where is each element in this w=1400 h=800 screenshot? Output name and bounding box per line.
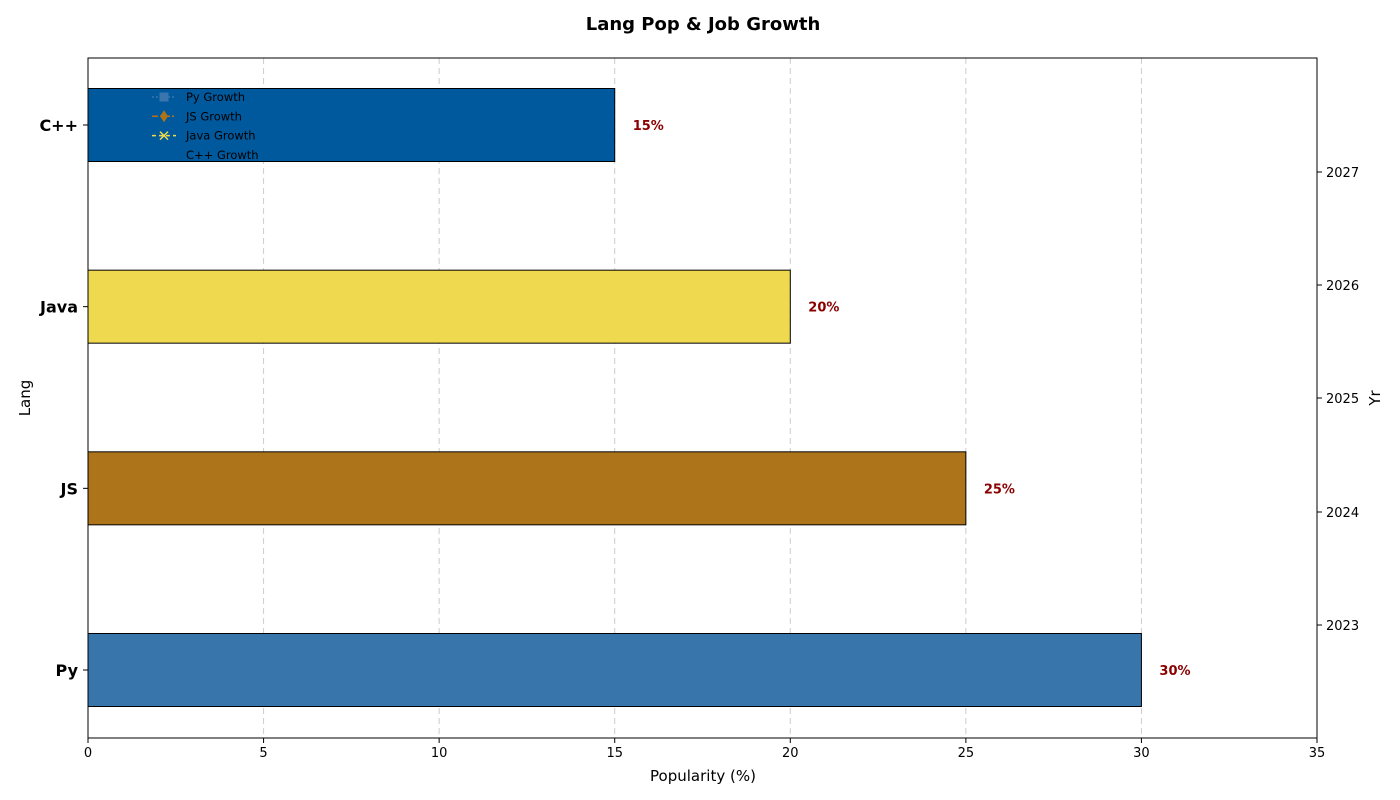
x-tick-label: 10 (431, 746, 448, 761)
x-tick-label: 25 (958, 746, 975, 761)
x-tick-label: 20 (782, 746, 799, 761)
y2-tick-label: 2025 (1326, 392, 1359, 407)
x-tick-label: 30 (1133, 746, 1150, 761)
bar-py (87, 633, 1142, 707)
value-label: 15% (633, 119, 664, 134)
x-tick-label: 0 (84, 746, 92, 761)
x-axis-ticks: 0 5 10 15 20 25 30 35 (84, 738, 1325, 761)
bar-cpp (87, 88, 616, 162)
bar-js (87, 451, 967, 526)
y2-tick-label: 2027 (1326, 166, 1359, 181)
x-tick-label: 15 (606, 746, 623, 761)
legend-label: Py Growth (186, 90, 245, 104)
x-tick-label: 35 (1309, 746, 1326, 761)
legend-entry: JS Growth (152, 109, 242, 123)
value-labels: 30% 25% 20% 15% (633, 119, 1191, 679)
legend-diamond-marker (160, 110, 168, 123)
bars (87, 88, 1142, 707)
chart-title: Lang Pop & Job Growth (586, 14, 821, 35)
y-tick-label: Java (39, 298, 78, 317)
secondary-y-axis-ticks: 2023 2024 2025 2026 2027 (1317, 166, 1359, 634)
legend-entry: Py Growth (152, 90, 245, 104)
y-tick-label: JS (60, 479, 78, 498)
legend-label: C++ Growth (186, 148, 259, 162)
x-gridlines (263, 58, 1142, 738)
legend-label: Java Growth (185, 129, 256, 143)
value-label: 25% (984, 482, 1015, 497)
y-tick-label: C++ (39, 116, 78, 135)
legend-square-marker (159, 92, 169, 102)
y-tick-label: Py (56, 661, 79, 680)
legend: Py Growth JS Growth Java Growth C++ Growth (152, 90, 259, 162)
legend-x-marker (159, 131, 169, 141)
secondary-y-axis-label: Yr (1366, 390, 1384, 407)
value-label: 30% (1159, 664, 1190, 679)
y2-tick-label: 2026 (1326, 279, 1359, 294)
bar-java (87, 269, 791, 344)
y-axis-ticks: Py JS Java C++ (39, 116, 88, 680)
x-axis-label: Popularity (%) (650, 767, 756, 785)
x-tick-label: 5 (259, 746, 267, 761)
legend-entry: Java Growth (152, 129, 256, 143)
y-axis-label: Lang (16, 380, 34, 417)
y2-tick-label: 2023 (1326, 619, 1359, 634)
legend-entry: C++ Growth (186, 148, 259, 162)
value-label: 20% (808, 301, 839, 316)
legend-label: JS Growth (185, 109, 242, 123)
y2-tick-label: 2024 (1326, 506, 1359, 521)
